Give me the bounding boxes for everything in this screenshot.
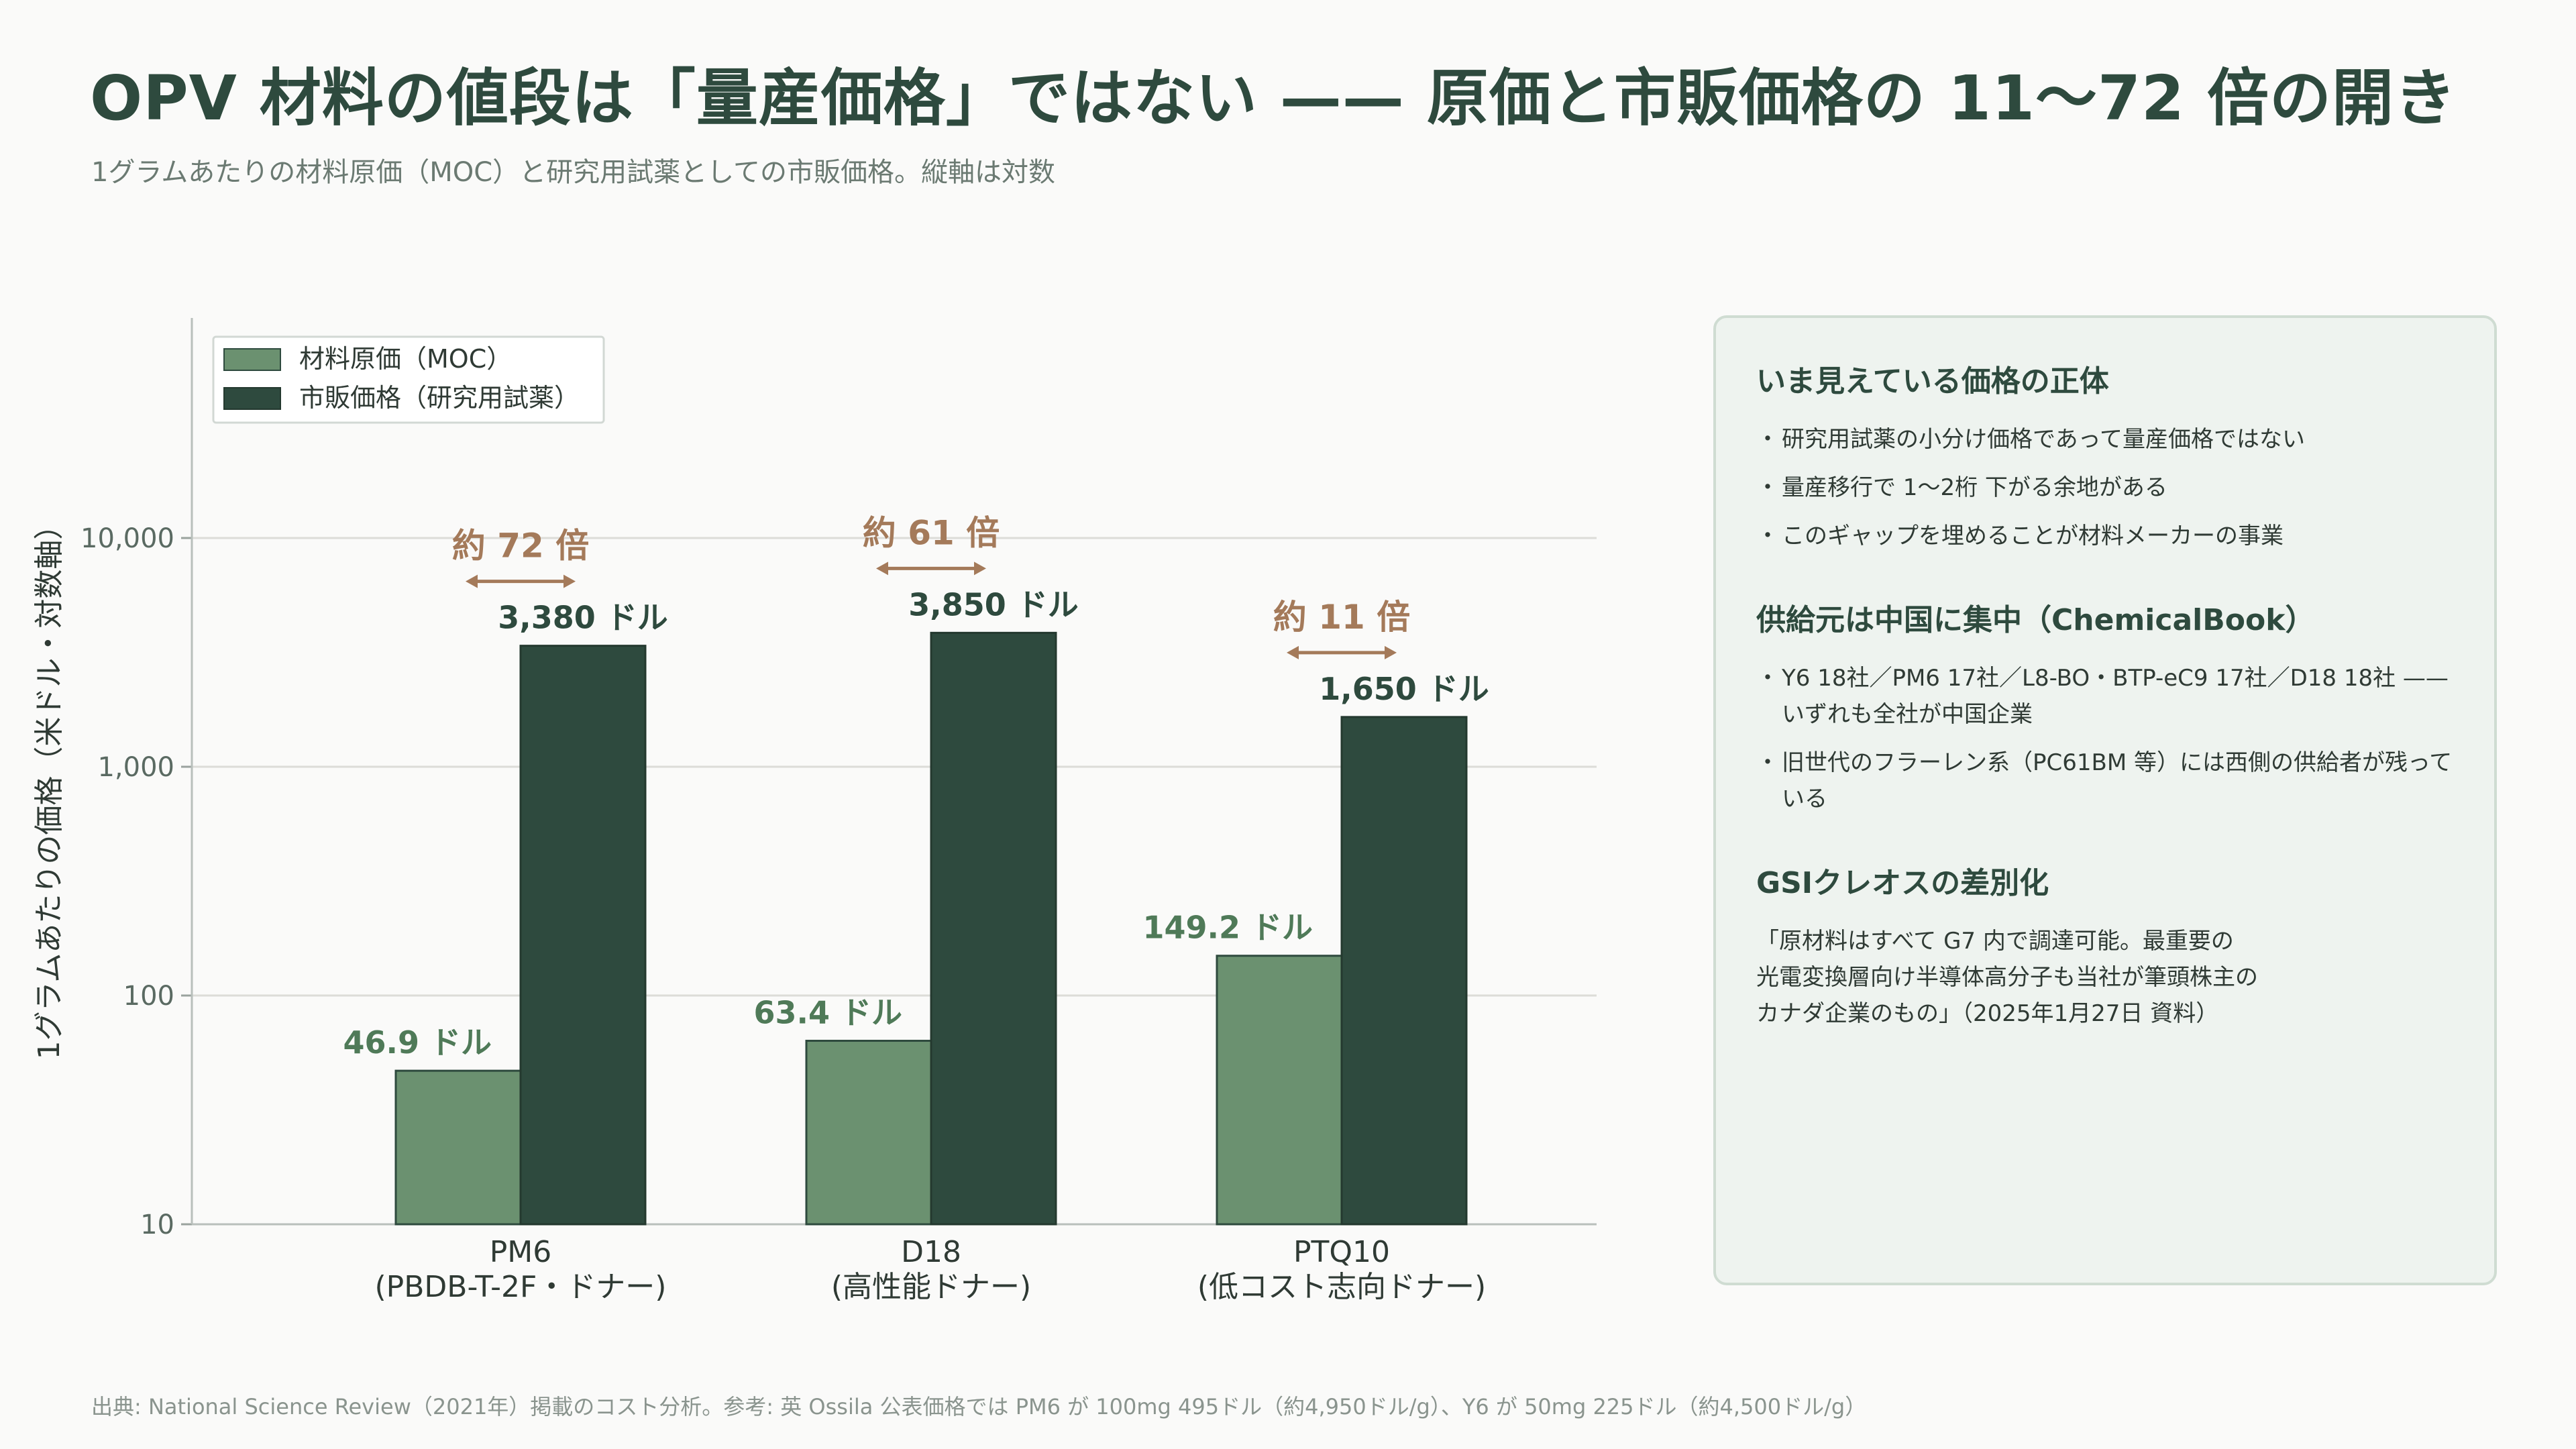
ratio-label: 約 61 倍 [863, 513, 1000, 552]
x-tick-sublabel: (高性能ドナー) [831, 1270, 1031, 1304]
data-label-moc: 63.4 ドル [753, 994, 902, 1030]
bar-market [519, 645, 647, 1226]
data-label-moc: 149.2 ドル [1142, 910, 1313, 946]
source-note: 出典: National Science Review（2021年）掲載のコスト… [91, 1394, 1867, 1419]
x-tick-label: PTQ10 [1293, 1235, 1390, 1269]
ratio-arrow-head-left [1287, 645, 1299, 659]
data-label-moc: 46.9 ドル [343, 1024, 492, 1061]
bar-moc [805, 1039, 932, 1226]
data-label-market: 3,380 ドル [498, 600, 668, 636]
ratio-label: 約 72 倍 [452, 527, 589, 566]
y-tick-label: 10,000 [80, 523, 174, 554]
list-item: ・研究用試薬の小分け価格であって量産価格ではない [1756, 426, 2305, 453]
legend-swatch-market [223, 387, 281, 410]
x-tick-sublabel: (低コスト志向ドナー) [1197, 1270, 1486, 1304]
data-label-market: 1,650 ドル [1319, 671, 1489, 707]
bar-moc [1216, 955, 1343, 1226]
panel-heading-price-nature: いま見えている価格の正体 [1756, 364, 2109, 398]
page-title: OPV 材料の値段は「量産価格」ではない —— 原価と市販価格の 11〜72 倍… [90, 62, 2457, 134]
page-subtitle: 1グラムあたりの材料原価（MOC）と研究用試薬としての市販価格。縦軸は対数 [91, 157, 1055, 188]
y-tick-label: 1,000 [97, 752, 174, 783]
legend-label-moc: 材料原価（MOC） [299, 344, 512, 374]
x-tick-label: D18 [901, 1235, 961, 1269]
ratio-arrow-head-right [1385, 645, 1397, 659]
y-tick-label: 100 [123, 981, 174, 1012]
y-tick-label: 10 [140, 1210, 174, 1240]
bar-market [1340, 716, 1468, 1226]
list-item: ・ Y6 18社／PM6 17社／L8-BO・BTP-eC9 17社／D18 18… [1756, 665, 2449, 728]
panel-list-suppliers: ・ Y6 18社／PM6 17社／L8-BO・BTP-eC9 17社／D18 18… [1756, 660, 2454, 817]
ratio-arrow-head-right [974, 561, 986, 576]
list-item: ・このギャップを埋めることが材料メーカーの事業 [1756, 523, 2284, 549]
panel-list-price-nature: ・研究用試薬の小分け価格であって量産価格ではない ・量産移行で 1〜2桁 下がる… [1756, 421, 2454, 554]
x-tick-label: PM6 [490, 1235, 552, 1269]
legend-label-market: 市販価格（研究用試薬） [299, 383, 580, 413]
ratio-label: 約 11 倍 [1273, 598, 1410, 637]
panel-heading-suppliers: 供給元は中国に集中（ChemicalBook） [1756, 603, 2315, 637]
data-label-market: 3,850 ドル [908, 586, 1079, 623]
bar-market [930, 631, 1057, 1226]
legend-swatch-moc [223, 348, 281, 371]
info-panel: いま見えている価格の正体 ・研究用試薬の小分け価格であって量産価格ではない ・量… [1713, 315, 2497, 1285]
ratio-arrow-head-left [876, 561, 888, 576]
ratio-arrow-head-left [466, 574, 478, 588]
panel-heading-gsi: GSIクレオスの差別化 [1756, 866, 2049, 900]
ratio-arrow-head-right [564, 574, 576, 588]
x-tick-sublabel: (PBDB-T-2F・ドナー) [375, 1270, 667, 1304]
list-item: ・量産移行で 1〜2桁 下がる余地がある [1756, 474, 2167, 501]
bar-moc [394, 1069, 522, 1226]
price-bar-chart: 10 100 1,000 10,000 1グラムあたりの価格（米ドル・対数軸） 46.9 … [32, 318, 1597, 1304]
y-axis-label: 1グラムあたりの価格（米ドル・対数軸） [32, 511, 66, 1060]
list-item: ・旧世代のフラーレン系（PC61BM 等）には西側の供給者が残っている [1756, 749, 2453, 812]
gsi-quote: 「原材料はすべて G7 内で調達可能。最重要の 光電変換層向け半導体高分子も当社… [1756, 928, 2258, 1027]
legend [212, 335, 605, 424]
